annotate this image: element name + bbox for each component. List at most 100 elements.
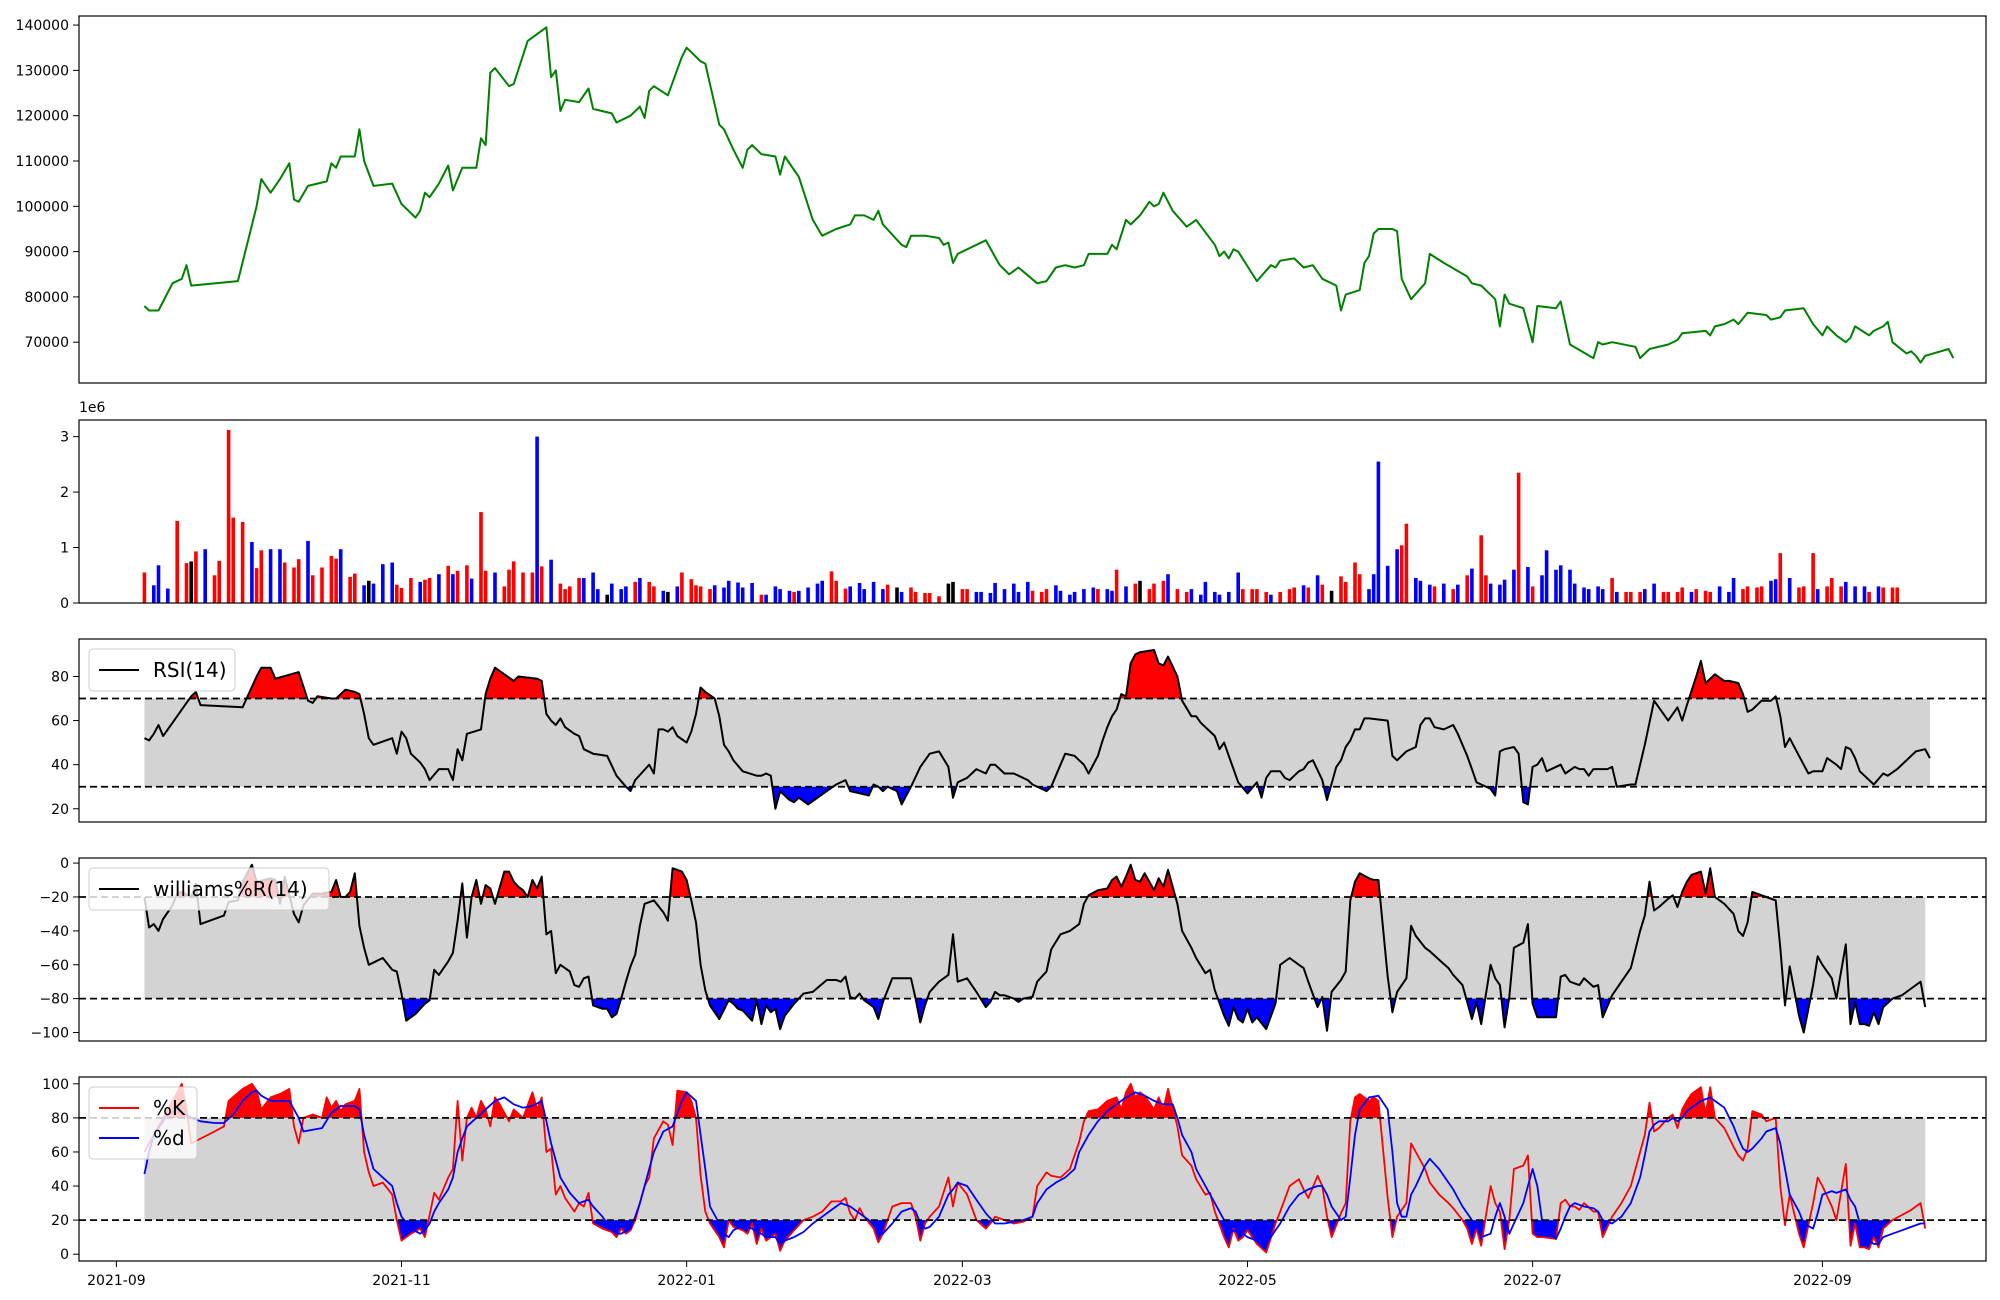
volume-bar bbox=[1147, 589, 1152, 603]
volume-bar bbox=[1395, 549, 1399, 603]
volume-bar bbox=[1643, 589, 1647, 603]
oversold-fill bbox=[1795, 1220, 1810, 1248]
volume-bar bbox=[895, 587, 899, 603]
volume-bar bbox=[329, 555, 334, 603]
d-line bbox=[143, 1089, 1926, 1245]
volume-bar bbox=[591, 572, 595, 603]
x-tick-label: 2022-01 bbox=[657, 1273, 716, 1289]
volume-bar bbox=[1741, 589, 1745, 603]
legend-label: %d bbox=[153, 1126, 185, 1150]
volume-bar bbox=[1058, 590, 1063, 603]
oversold-fill bbox=[1532, 998, 1559, 1018]
volume-bar bbox=[885, 584, 890, 603]
price-line bbox=[143, 26, 1955, 364]
volume-bar bbox=[1110, 590, 1114, 603]
volume-bar bbox=[1867, 591, 1871, 603]
volume-bar bbox=[502, 586, 507, 603]
volume-bar bbox=[282, 562, 287, 603]
legend-label: %K bbox=[153, 1096, 186, 1120]
volume-bar bbox=[806, 587, 810, 603]
plot-frame bbox=[78, 638, 1987, 823]
overbought-fill bbox=[497, 871, 528, 897]
volume-bar bbox=[1876, 586, 1881, 603]
volume-bar bbox=[156, 565, 161, 603]
volume-bar bbox=[624, 586, 628, 603]
overbought-fill bbox=[491, 1097, 508, 1118]
volume-bar bbox=[217, 560, 221, 603]
volume-bar bbox=[979, 591, 983, 603]
volume-bar bbox=[988, 593, 993, 603]
volume-bar bbox=[1815, 589, 1820, 603]
volume-bar bbox=[507, 569, 511, 603]
volume-bar bbox=[1320, 584, 1325, 603]
volume-bar bbox=[1269, 594, 1273, 603]
volume-bar bbox=[1278, 591, 1282, 603]
volume-bar bbox=[1040, 591, 1044, 603]
volume-bar bbox=[1465, 575, 1469, 603]
volume-bar bbox=[974, 591, 979, 603]
volume-bar bbox=[1124, 586, 1128, 603]
volume-bar bbox=[909, 587, 913, 603]
volume-bar bbox=[1890, 587, 1895, 603]
volume-bar bbox=[1558, 565, 1563, 603]
volume-bar bbox=[1399, 545, 1404, 603]
volume-bar bbox=[1414, 578, 1418, 603]
volume-bar bbox=[960, 589, 965, 603]
overbought-fill bbox=[1351, 1094, 1380, 1118]
volume-bar bbox=[1479, 535, 1483, 603]
volume-bar bbox=[399, 588, 404, 603]
volume-bar bbox=[1731, 578, 1736, 603]
volume-bar bbox=[792, 591, 796, 603]
volume-bar bbox=[647, 581, 651, 603]
volume-bar bbox=[334, 558, 338, 603]
volume-bar bbox=[1638, 591, 1642, 603]
y-tick-label: 20 bbox=[51, 802, 69, 818]
volume-bar bbox=[726, 580, 731, 603]
volume-bar bbox=[189, 561, 193, 603]
volume-bar bbox=[759, 594, 764, 603]
volume-bar bbox=[1432, 586, 1437, 603]
volume-bar bbox=[1166, 574, 1170, 603]
volume-bar bbox=[736, 582, 740, 603]
volume-bar bbox=[1054, 585, 1058, 603]
volume-bar bbox=[226, 430, 231, 603]
y-tick-label: 140000 bbox=[16, 18, 69, 34]
y-tick-label: 80 bbox=[51, 669, 69, 685]
volume-bar bbox=[1600, 589, 1605, 603]
volume-bar bbox=[563, 589, 567, 603]
volume-bar bbox=[1862, 586, 1867, 603]
oversold-fill bbox=[402, 998, 430, 1021]
overbought-fill bbox=[1351, 873, 1380, 897]
plot-frame bbox=[78, 419, 1987, 604]
volume-bar bbox=[1470, 568, 1474, 603]
volume-bar bbox=[750, 583, 754, 603]
volume-bar bbox=[1484, 575, 1488, 603]
y-tick-label: 0 bbox=[60, 1247, 69, 1263]
volume-bar bbox=[1072, 591, 1077, 603]
y-tick-label: 120000 bbox=[16, 109, 69, 125]
volume-bar bbox=[993, 583, 997, 603]
y-tick-label: 40 bbox=[51, 758, 69, 774]
volume-bar bbox=[1152, 583, 1156, 603]
volume-bar bbox=[1428, 584, 1432, 603]
oversold-fill bbox=[848, 786, 873, 796]
volume-bar bbox=[250, 542, 254, 603]
volume-bar bbox=[1881, 587, 1885, 603]
volume-bar bbox=[1096, 589, 1100, 603]
volume-bar bbox=[1315, 575, 1320, 603]
volume-bar bbox=[764, 594, 768, 603]
volume-bar bbox=[423, 579, 427, 603]
volume-bar bbox=[310, 575, 315, 603]
oversold-fill bbox=[1849, 998, 1893, 1026]
volume-bar bbox=[1624, 591, 1628, 603]
oversold-fill bbox=[708, 1220, 729, 1248]
y-tick-label: −80 bbox=[39, 992, 69, 1008]
oversold-fill bbox=[976, 1220, 993, 1229]
volume-bar bbox=[1161, 580, 1166, 603]
volume-bar bbox=[1773, 579, 1778, 603]
volume-bar bbox=[427, 578, 432, 603]
x-tick-label: 2022-09 bbox=[1793, 1273, 1852, 1289]
volume-bar bbox=[203, 549, 207, 603]
rsi-14-line bbox=[143, 649, 1931, 810]
volume-bar bbox=[1661, 591, 1666, 603]
